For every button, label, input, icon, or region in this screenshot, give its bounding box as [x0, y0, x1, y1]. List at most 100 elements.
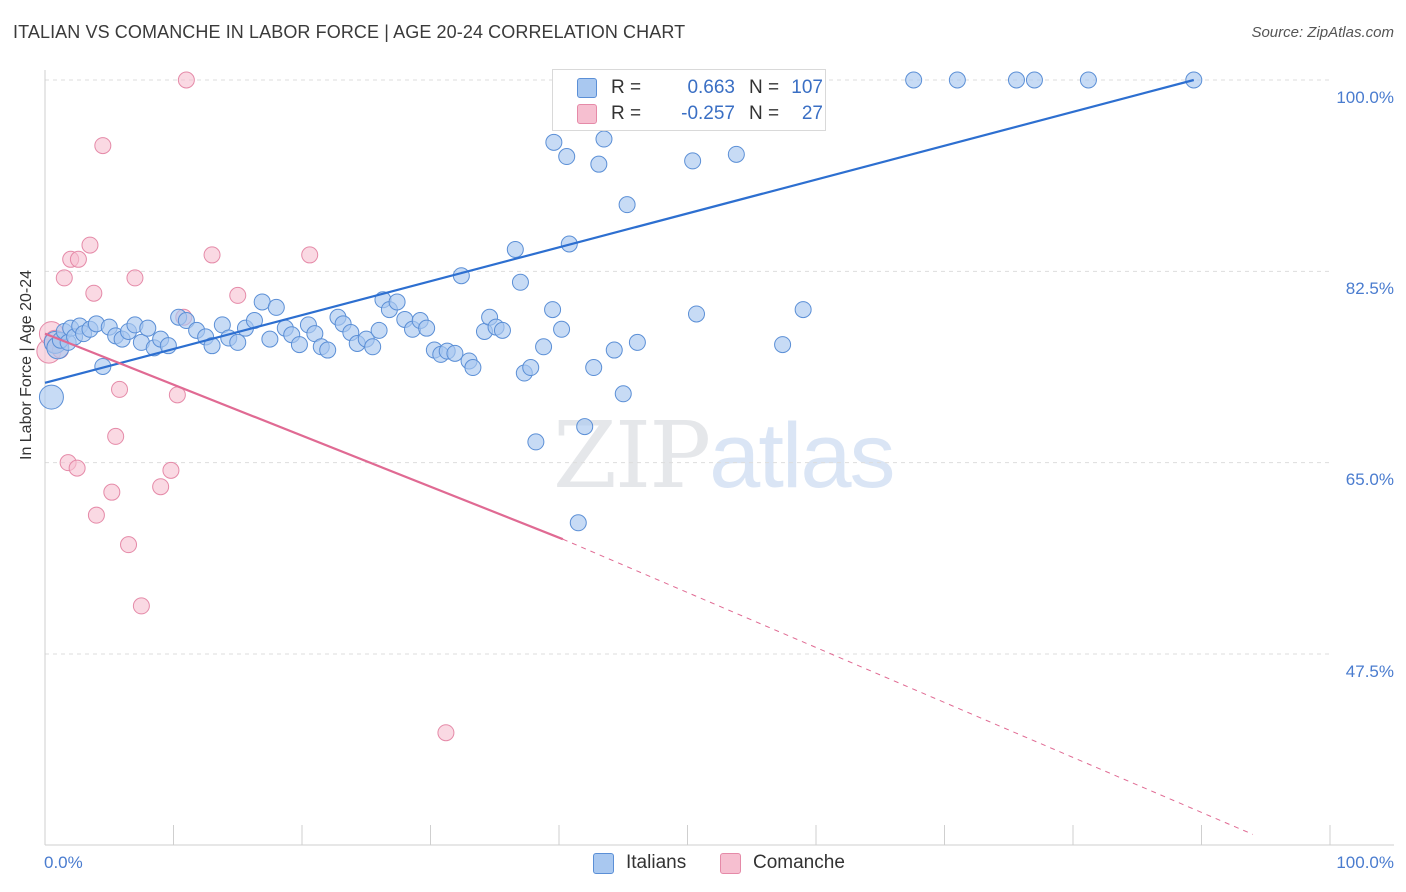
- y-axis-label: In Labor Force | Age 20-24: [18, 269, 35, 460]
- y-tick-label: 100.0%: [1336, 88, 1394, 107]
- legend-item-comanche[interactable]: Comanche: [720, 852, 845, 874]
- italians-point: [229, 333, 247, 351]
- italians-point: [493, 321, 511, 339]
- comanche-point: [111, 380, 129, 398]
- italians-point: [948, 71, 966, 89]
- italians-point: [388, 293, 406, 311]
- y-tick-label: 65.0%: [1345, 470, 1394, 489]
- n-label: N =: [749, 77, 780, 98]
- italians-point: [774, 336, 792, 354]
- italians-point: [139, 319, 157, 337]
- italians-point: [464, 359, 482, 377]
- comanche-point: [177, 71, 195, 89]
- n-value: 107: [791, 77, 823, 98]
- italians-point: [727, 145, 745, 163]
- comanche-point: [69, 250, 87, 268]
- stats-legend: R = 0.663 N = 107 R = -0.257 N = 27: [552, 69, 826, 131]
- italians-trend-line: [44, 78, 1195, 384]
- italians-point: [590, 155, 608, 173]
- italians-points: [38, 71, 1203, 532]
- italians-point: [38, 384, 64, 410]
- comanche-point: [203, 246, 221, 264]
- italians-swatch: [577, 78, 597, 98]
- italians-point: [545, 133, 563, 151]
- italians-point: [905, 71, 923, 89]
- italians-point: [569, 514, 587, 532]
- comanche-point: [87, 506, 105, 524]
- comanche-point: [152, 478, 170, 496]
- comanche-trend-line: [44, 332, 564, 541]
- comanche-point: [229, 286, 247, 304]
- italians-point: [614, 385, 632, 403]
- italians-point: [576, 418, 594, 436]
- x-tick-label: 0.0%: [44, 853, 83, 872]
- comanche-point: [162, 461, 180, 479]
- italians-point: [370, 321, 388, 339]
- r-value: 0.663: [687, 77, 735, 98]
- comanche-point: [68, 459, 86, 477]
- source-label: Source: ZipAtlas.com: [1251, 24, 1394, 41]
- comanche-swatch: [720, 852, 741, 874]
- italians-swatch: [593, 852, 614, 874]
- comanche-trend-extension: [562, 538, 1254, 835]
- italians-point: [628, 333, 646, 351]
- italians-point: [585, 359, 603, 377]
- comanche-point: [126, 269, 144, 287]
- italians-point: [364, 338, 382, 356]
- italians-point: [290, 336, 308, 354]
- y-tick-label: 82.5%: [1345, 279, 1394, 298]
- comanche-point: [94, 137, 112, 155]
- legend-label-comanche: Comanche: [753, 852, 845, 873]
- italians-point: [794, 301, 812, 319]
- r-label: R =: [611, 77, 642, 98]
- comanche-point: [132, 597, 150, 615]
- comanche-point: [301, 246, 319, 264]
- comanche-point: [437, 724, 455, 742]
- italians-point: [319, 341, 337, 359]
- italians-point: [253, 293, 271, 311]
- n-label: N =: [749, 103, 780, 124]
- comanche-points: [36, 71, 455, 742]
- n-value: 27: [801, 103, 823, 124]
- comanche-swatch: [577, 104, 597, 124]
- italians-point: [553, 320, 571, 338]
- italians-point: [687, 305, 705, 323]
- comanche-point: [103, 483, 121, 501]
- italians-point: [261, 330, 279, 348]
- italians-point: [684, 152, 702, 170]
- italians-point: [605, 341, 623, 359]
- x-tick-label: 100.0%: [1336, 853, 1394, 872]
- comanche-point: [120, 536, 138, 554]
- legend-item-italians[interactable]: Italians: [593, 852, 686, 874]
- italians-point: [506, 240, 524, 258]
- italians-point: [595, 130, 613, 148]
- italians-point: [267, 298, 285, 316]
- italians-point: [535, 338, 553, 356]
- legend-label-italians: Italians: [626, 852, 687, 873]
- italians-point: [1007, 71, 1025, 89]
- italians-point: [527, 433, 545, 451]
- italians-point: [522, 359, 540, 377]
- comanche-point: [107, 427, 125, 445]
- series-legend: Italians Comanche: [0, 852, 1406, 876]
- axes: [44, 70, 1394, 846]
- italians-point: [558, 148, 576, 166]
- legend-row-comanche: R = -0.257 N = 27: [577, 103, 823, 125]
- r-value: -0.257: [681, 103, 735, 124]
- italians-point: [1079, 71, 1097, 89]
- chart-title: ITALIAN VS COMANCHE IN LABOR FORCE | AGE…: [13, 22, 686, 42]
- r-label: R =: [611, 103, 642, 124]
- italians-point: [511, 273, 529, 291]
- comanche-point: [85, 284, 103, 302]
- legend-row-italians: R = 0.663 N = 107: [577, 77, 823, 99]
- y-tick-label: 47.5%: [1345, 662, 1394, 681]
- italians-point: [544, 301, 562, 319]
- italians-point: [418, 319, 436, 337]
- italians-point: [446, 344, 464, 362]
- italians-point: [1025, 71, 1043, 89]
- comanche-point: [55, 269, 73, 287]
- italians-point: [177, 312, 195, 330]
- trend-lines: [44, 78, 1254, 835]
- comanche-point: [81, 236, 99, 254]
